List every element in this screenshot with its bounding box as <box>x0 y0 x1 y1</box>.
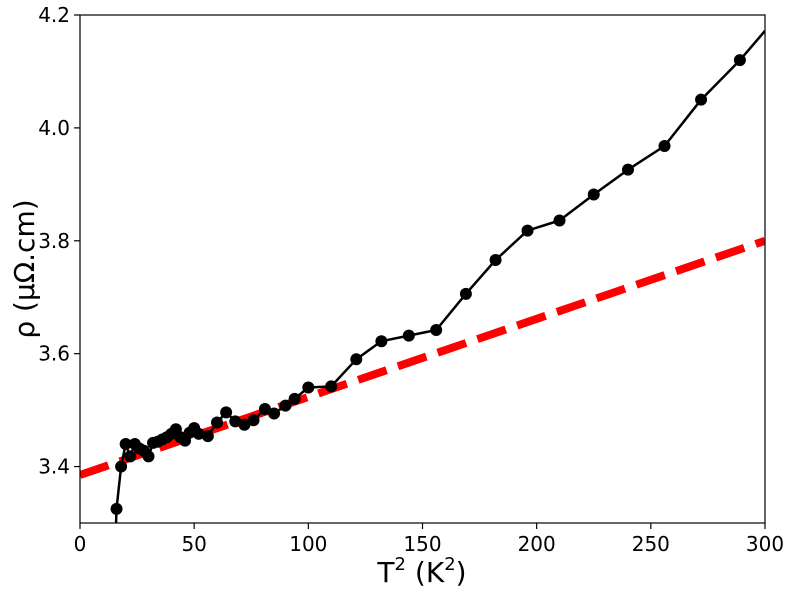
data-point <box>238 418 251 431</box>
x-tick-label: 100 <box>289 532 327 556</box>
data-point <box>302 381 315 394</box>
data-point <box>733 54 746 67</box>
data-point <box>489 253 502 266</box>
data-point <box>695 93 708 106</box>
data-point <box>430 323 443 336</box>
data-point <box>325 380 338 393</box>
data-point <box>211 416 223 429</box>
data-point <box>220 406 233 419</box>
data-point <box>279 399 292 412</box>
data-point <box>258 402 271 415</box>
data-point <box>201 430 214 443</box>
x-tick-label: 300 <box>746 532 784 556</box>
x-tick-label: 0 <box>74 532 87 556</box>
data-point <box>115 460 128 473</box>
y-tick-label: 3.6 <box>38 342 70 366</box>
data-point <box>521 224 534 237</box>
fit-line <box>80 236 765 479</box>
x-tick-label: 200 <box>518 532 556 556</box>
data-point <box>658 139 671 152</box>
data-point <box>142 450 155 463</box>
x-tick-label: 150 <box>403 532 441 556</box>
data-point <box>375 335 388 348</box>
data-point <box>192 427 205 440</box>
x-tick-label: 250 <box>632 532 670 556</box>
y-tick-label: 4.0 <box>38 116 70 140</box>
data-point <box>268 407 281 420</box>
data-point <box>402 329 415 342</box>
data-point <box>229 415 242 428</box>
x-tick-label: 50 <box>181 532 206 556</box>
data-point <box>288 392 301 405</box>
x-axis-label: T2 (K2) <box>376 554 466 589</box>
series-line <box>114 29 765 523</box>
y-tick-label: 4.2 <box>38 3 70 27</box>
y-tick-label: 3.8 <box>38 229 70 253</box>
data-point <box>124 450 137 463</box>
y-axis-label: ρ (μΩ.cm) <box>8 199 41 338</box>
plot-frame <box>79 14 766 524</box>
data-point <box>110 502 123 515</box>
data-point <box>350 353 363 366</box>
data-point <box>587 188 600 201</box>
y-tick-label: 3.4 <box>38 455 70 479</box>
data-point <box>247 414 260 427</box>
data-point <box>119 437 132 450</box>
data-point <box>622 163 634 176</box>
data-point <box>459 287 472 300</box>
data-point <box>553 214 566 227</box>
